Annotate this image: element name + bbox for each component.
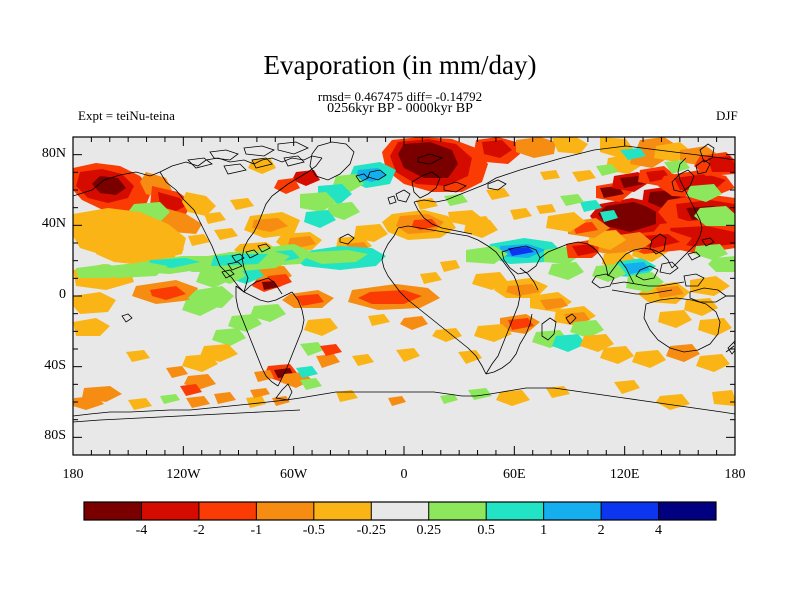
colorbar-segment [543,502,602,520]
colorbar-tick-label: -0.25 [356,523,386,538]
anomaly-field [73,137,735,410]
x-tick-label: 60E [503,467,526,482]
colorbar-tick-label: 0.5 [477,523,495,538]
colorbar-tick-label: -4 [135,523,148,538]
season-label: DJF [716,108,738,123]
colorbar-frame [83,501,717,521]
colorbar-tick-label: 1 [540,523,548,538]
colorbar-segment [313,502,372,520]
coastlines [73,141,735,423]
y-tick-label: 0 [59,287,66,302]
colorbar-tick-label: 4 [655,523,663,538]
x-axis-ticks [72,137,736,455]
x-tick-label: 180 [62,467,84,482]
page-title: Evaporation (in mm/day) [263,50,537,80]
experiment-label: Expt = teiNu-teina [78,108,175,123]
colorbar-segment [84,502,142,520]
colorbar-segment [658,502,716,520]
y-tick-label: 40S [44,357,66,373]
colorbar-segment [371,502,429,520]
colorbar-tick-label: -1 [250,523,263,538]
y-axis-ticks [73,136,735,456]
colorbar-segment [256,502,314,520]
colorbar-tick-label: 0.25 [416,523,441,538]
colorbar-tick-label: -2 [193,523,205,538]
x-tick-label: 120E [609,467,640,482]
y-tick-label: 80N [41,145,66,161]
colorbar [84,502,716,520]
colorbar-segment [198,502,257,520]
colorbar-tick-label: -0.5 [302,523,325,538]
subtitle-statistics: rmsd= 0.467475 diff= -0.14792 [317,89,483,104]
subtitle-periods: 0256kyr BP - 0000kyr BP [327,101,473,116]
y-tick-label: 40N [41,216,66,232]
x-tick-label: 120W [166,467,201,482]
colorbar-segment [141,502,199,520]
colorbar-segment [601,502,659,520]
x-tick-label: 60W [280,467,308,482]
colorbar-segment [428,502,487,520]
y-tick-label: 80S [44,428,66,444]
x-tick-label: 180 [724,467,746,482]
colorbar-segment [486,502,544,520]
x-tick-label: 0 [400,467,408,482]
colorbar-tick-label: 2 [597,523,605,538]
